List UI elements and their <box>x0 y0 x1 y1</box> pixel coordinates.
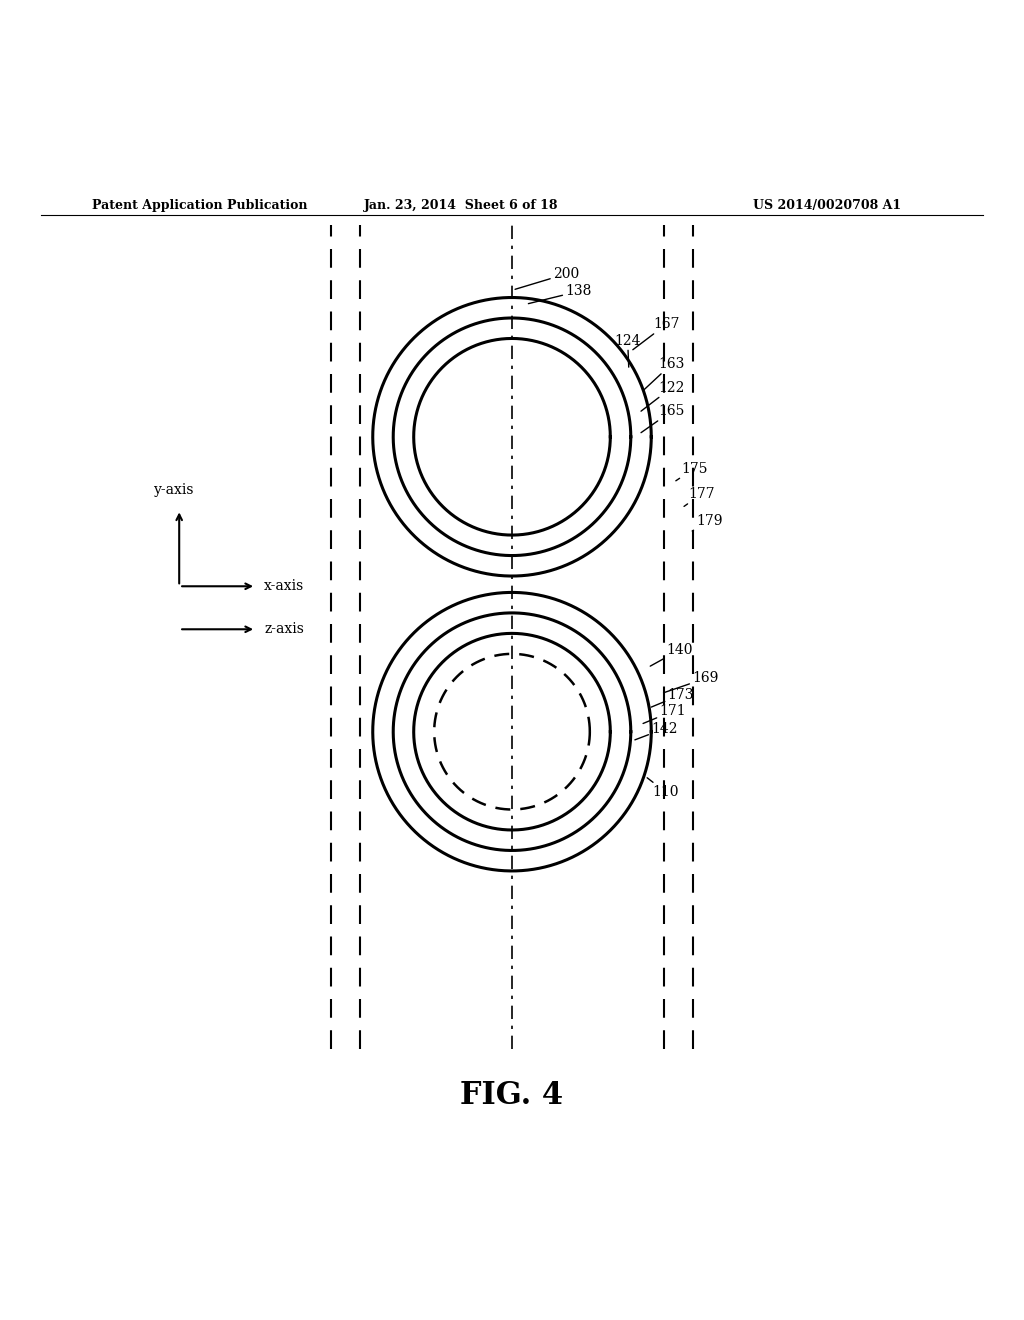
Text: Patent Application Publication: Patent Application Publication <box>92 199 307 211</box>
Text: 140: 140 <box>650 643 693 667</box>
Text: 200: 200 <box>515 267 580 289</box>
Text: 177: 177 <box>684 487 715 507</box>
Text: 165: 165 <box>641 404 685 433</box>
Text: 171: 171 <box>643 704 686 723</box>
Text: 175: 175 <box>676 462 708 480</box>
Text: 142: 142 <box>635 722 678 741</box>
Text: US 2014/0020708 A1: US 2014/0020708 A1 <box>753 199 901 211</box>
Text: x-axis: x-axis <box>264 579 304 593</box>
Text: Jan. 23, 2014  Sheet 6 of 18: Jan. 23, 2014 Sheet 6 of 18 <box>364 199 558 211</box>
Text: 169: 169 <box>664 672 719 693</box>
Text: 173: 173 <box>651 688 694 708</box>
Polygon shape <box>414 338 610 535</box>
Text: FIG. 4: FIG. 4 <box>461 1080 563 1110</box>
Text: 110: 110 <box>647 777 679 799</box>
Text: 163: 163 <box>644 358 685 389</box>
Text: 122: 122 <box>641 380 685 411</box>
Text: y-axis: y-axis <box>154 483 195 498</box>
Text: 124: 124 <box>614 334 641 367</box>
Polygon shape <box>434 653 590 809</box>
Text: 179: 179 <box>692 513 723 531</box>
Text: 138: 138 <box>528 284 592 304</box>
Text: 167: 167 <box>633 317 680 350</box>
Text: z-axis: z-axis <box>264 622 304 636</box>
